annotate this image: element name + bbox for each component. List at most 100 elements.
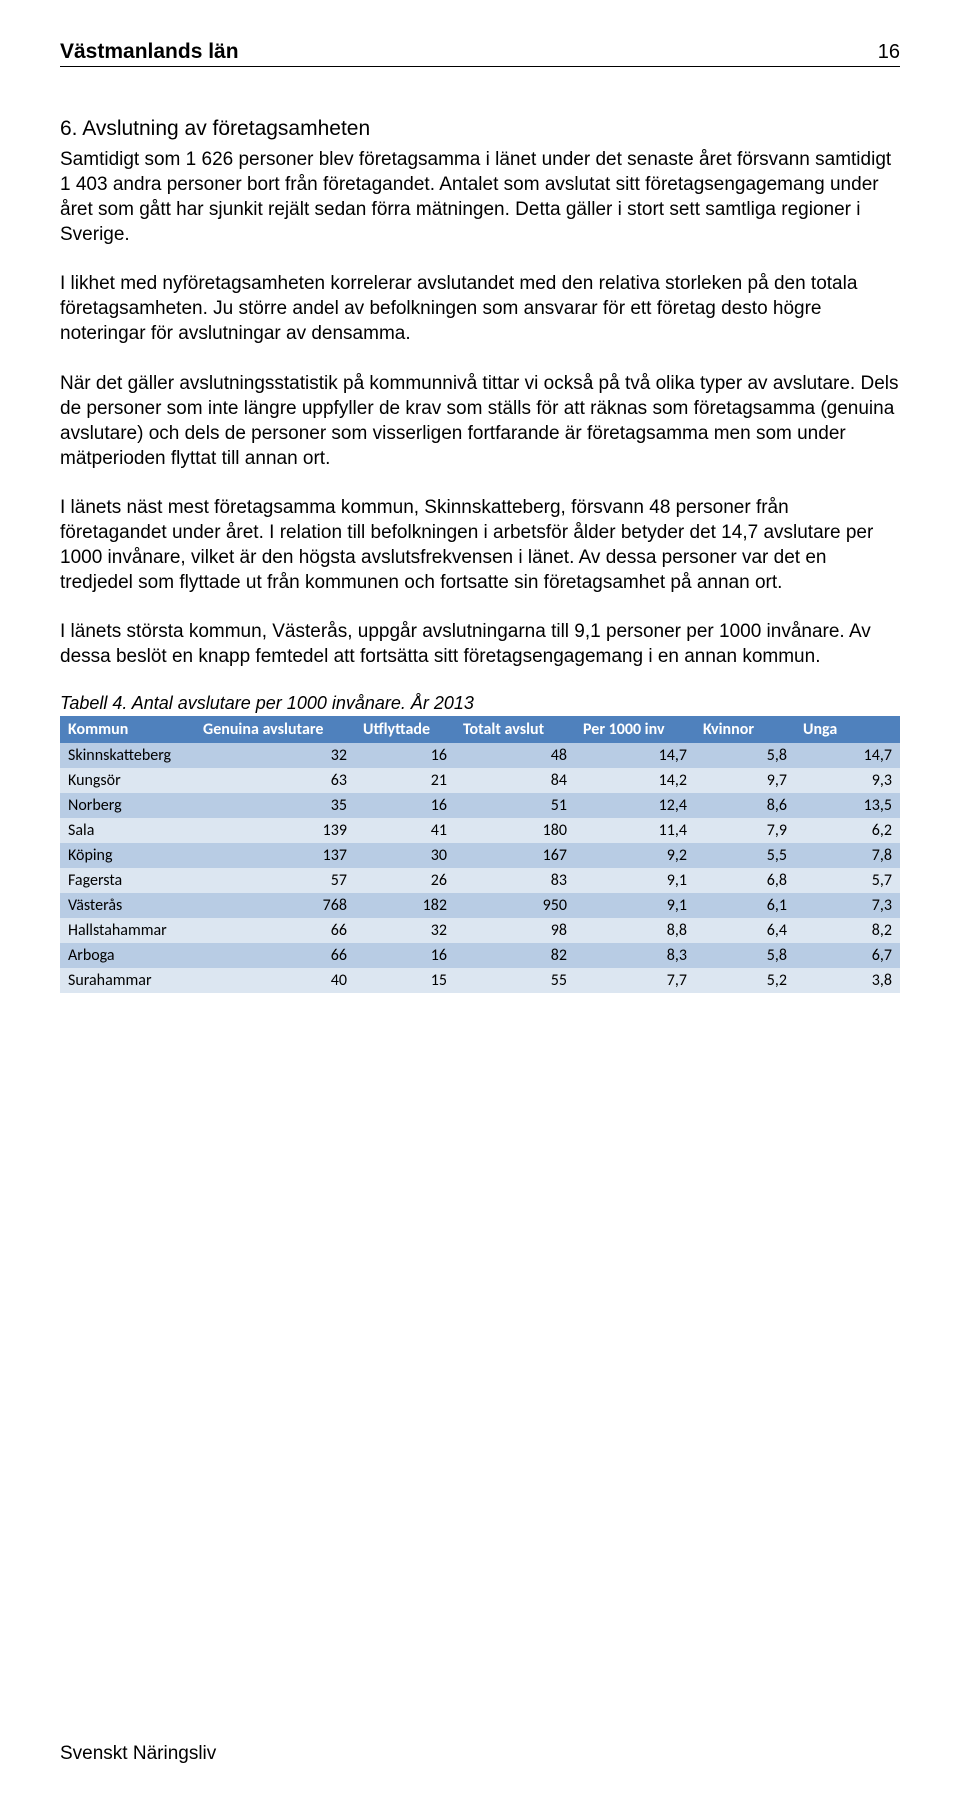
table-row: Sala1394118011,47,96,2 bbox=[60, 818, 900, 843]
table-cell: 6,7 bbox=[795, 943, 900, 968]
table-row: Surahammar4015557,75,23,8 bbox=[60, 968, 900, 993]
section-heading: 6. Avslutning av företagsamheten bbox=[60, 117, 900, 141]
table-cell: 3,8 bbox=[795, 968, 900, 993]
table-cell: 66 bbox=[195, 943, 355, 968]
col-header: Kommun bbox=[60, 716, 195, 743]
table-cell: 98 bbox=[455, 918, 575, 943]
table-cell: 16 bbox=[355, 743, 455, 768]
table-cell: 7,8 bbox=[795, 843, 900, 868]
table-cell: Köping bbox=[60, 843, 195, 868]
table-cell: 26 bbox=[355, 868, 455, 893]
table-cell: 11,4 bbox=[575, 818, 695, 843]
table-cell: 66 bbox=[195, 918, 355, 943]
table-cell: 6,4 bbox=[695, 918, 795, 943]
table-cell: Skinnskatteberg bbox=[60, 743, 195, 768]
col-header: Per 1000 inv bbox=[575, 716, 695, 743]
table-cell: 5,7 bbox=[795, 868, 900, 893]
table-row: Skinnskatteberg32164814,75,814,7 bbox=[60, 743, 900, 768]
table-row: Kungsör63218414,29,79,3 bbox=[60, 768, 900, 793]
table-cell: 167 bbox=[455, 843, 575, 868]
col-header: Totalt avslut bbox=[455, 716, 575, 743]
table-cell: 9,1 bbox=[575, 868, 695, 893]
table-cell: Hallstahammar bbox=[60, 918, 195, 943]
table-cell: Västerås bbox=[60, 893, 195, 918]
table-cell: 16 bbox=[355, 793, 455, 818]
table-cell: 6,8 bbox=[695, 868, 795, 893]
table-caption: Tabell 4. Antal avslutare per 1000 invån… bbox=[60, 693, 900, 714]
table-cell: 8,8 bbox=[575, 918, 695, 943]
page-number: 16 bbox=[878, 41, 900, 64]
table-cell: 83 bbox=[455, 868, 575, 893]
col-header: Genuina avslutare bbox=[195, 716, 355, 743]
table-cell: 7,3 bbox=[795, 893, 900, 918]
table-cell: 139 bbox=[195, 818, 355, 843]
table-cell: 5,8 bbox=[695, 743, 795, 768]
table-cell: 48 bbox=[455, 743, 575, 768]
header-title: Västmanlands län bbox=[60, 40, 239, 64]
paragraph: I länets största kommun, Västerås, uppgå… bbox=[60, 619, 900, 669]
table-cell: 768 bbox=[195, 893, 355, 918]
table-cell: 84 bbox=[455, 768, 575, 793]
table-cell: 12,4 bbox=[575, 793, 695, 818]
table-cell: 7,7 bbox=[575, 968, 695, 993]
table-row: Fagersta5726839,16,85,7 bbox=[60, 868, 900, 893]
table-cell: 40 bbox=[195, 968, 355, 993]
col-header: Unga bbox=[795, 716, 900, 743]
table-cell: 9,2 bbox=[575, 843, 695, 868]
table-cell: 9,3 bbox=[795, 768, 900, 793]
table-cell: 51 bbox=[455, 793, 575, 818]
col-header: Utflyttade bbox=[355, 716, 455, 743]
table-cell: 9,7 bbox=[695, 768, 795, 793]
table-cell: 8,3 bbox=[575, 943, 695, 968]
table-cell: 137 bbox=[195, 843, 355, 868]
table-cell: Norberg bbox=[60, 793, 195, 818]
data-table: Kommun Genuina avslutare Utflyttade Tota… bbox=[60, 716, 900, 993]
table-cell: 15 bbox=[355, 968, 455, 993]
paragraph: I likhet med nyföretagsamheten korrelera… bbox=[60, 271, 900, 346]
table-cell: 9,1 bbox=[575, 893, 695, 918]
table-cell: 6,1 bbox=[695, 893, 795, 918]
table-cell: Kungsör bbox=[60, 768, 195, 793]
table-cell: Sala bbox=[60, 818, 195, 843]
table-cell: 82 bbox=[455, 943, 575, 968]
body-text: Samtidigt som 1 626 personer blev företa… bbox=[60, 147, 900, 669]
table-row: Köping137301679,25,57,8 bbox=[60, 843, 900, 868]
table-cell: 5,8 bbox=[695, 943, 795, 968]
paragraph: I länets näst mest företagsamma kommun, … bbox=[60, 495, 900, 595]
paragraph: Samtidigt som 1 626 personer blev företa… bbox=[60, 147, 900, 247]
table-cell: 30 bbox=[355, 843, 455, 868]
table-cell: 14,7 bbox=[795, 743, 900, 768]
table-cell: 6,2 bbox=[795, 818, 900, 843]
page-header: Västmanlands län 16 bbox=[60, 40, 900, 67]
table-header-row: Kommun Genuina avslutare Utflyttade Tota… bbox=[60, 716, 900, 743]
table-cell: 180 bbox=[455, 818, 575, 843]
table-cell: Fagersta bbox=[60, 868, 195, 893]
table-row: Västerås7681829509,16,17,3 bbox=[60, 893, 900, 918]
table-cell: 8,2 bbox=[795, 918, 900, 943]
footer-text: Svenskt Näringsliv bbox=[60, 1743, 216, 1765]
col-header: Kvinnor bbox=[695, 716, 795, 743]
table-cell: Surahammar bbox=[60, 968, 195, 993]
table-cell: 7,9 bbox=[695, 818, 795, 843]
table-cell: 5,2 bbox=[695, 968, 795, 993]
table-row: Arboga6616828,35,86,7 bbox=[60, 943, 900, 968]
table-cell: 57 bbox=[195, 868, 355, 893]
paragraph: När det gäller avslutningsstatistik på k… bbox=[60, 371, 900, 471]
table-row: Norberg35165112,48,613,5 bbox=[60, 793, 900, 818]
table-row: Hallstahammar6632988,86,48,2 bbox=[60, 918, 900, 943]
table-cell: 41 bbox=[355, 818, 455, 843]
table-cell: 14,7 bbox=[575, 743, 695, 768]
table-cell: 55 bbox=[455, 968, 575, 993]
table-cell: Arboga bbox=[60, 943, 195, 968]
table-cell: 13,5 bbox=[795, 793, 900, 818]
table-cell: 16 bbox=[355, 943, 455, 968]
table-cell: 950 bbox=[455, 893, 575, 918]
table-cell: 32 bbox=[195, 743, 355, 768]
table-cell: 182 bbox=[355, 893, 455, 918]
table-cell: 8,6 bbox=[695, 793, 795, 818]
table-cell: 14,2 bbox=[575, 768, 695, 793]
table-cell: 35 bbox=[195, 793, 355, 818]
table-cell: 21 bbox=[355, 768, 455, 793]
table-cell: 32 bbox=[355, 918, 455, 943]
table-cell: 63 bbox=[195, 768, 355, 793]
